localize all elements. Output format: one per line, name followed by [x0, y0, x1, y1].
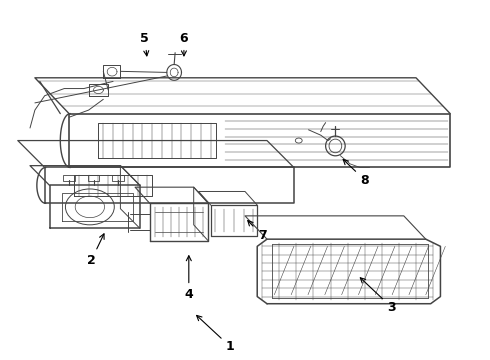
- Text: 7: 7: [248, 221, 267, 242]
- Text: 3: 3: [360, 278, 396, 314]
- Text: 4: 4: [184, 256, 193, 301]
- Text: 5: 5: [141, 32, 149, 56]
- Text: 1: 1: [196, 315, 235, 353]
- Text: 2: 2: [87, 234, 104, 267]
- Text: 6: 6: [180, 32, 188, 56]
- Text: 8: 8: [343, 159, 369, 186]
